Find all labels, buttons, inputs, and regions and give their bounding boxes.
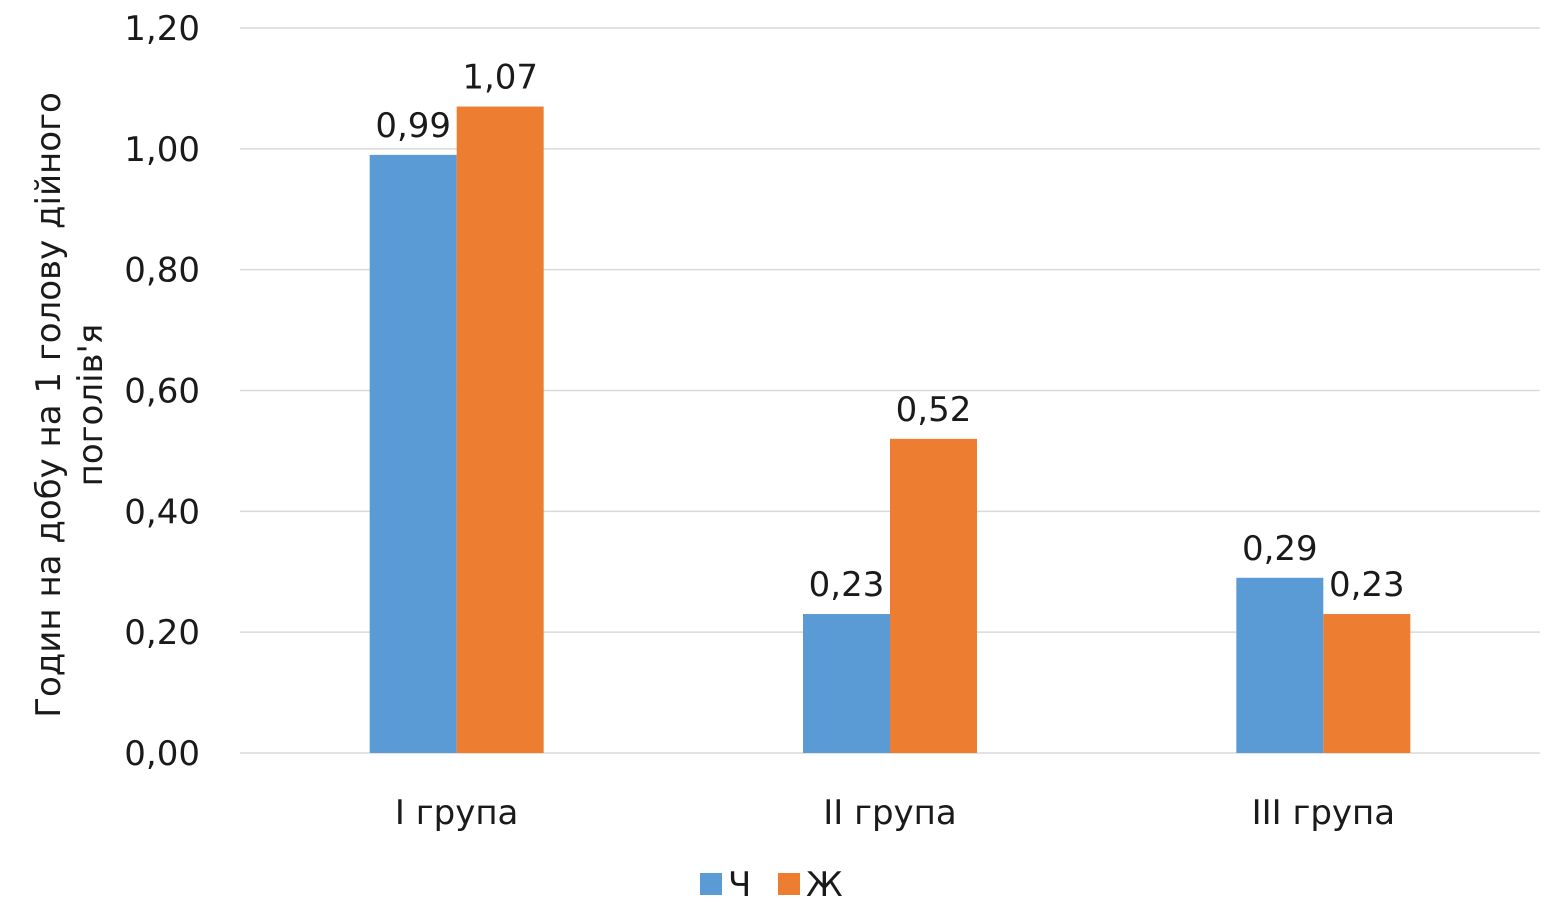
bar	[369, 154, 457, 753]
y-axis-title-line-2: поголів'я	[71, 324, 111, 487]
data-label: 0,99	[375, 106, 451, 146]
y-axis-title: Годин на добу на 1 голову дійного	[29, 92, 69, 717]
data-label: 0,23	[809, 565, 885, 605]
x-category-label: I група	[395, 793, 518, 833]
y-axis-title-line-1: Годин на добу на 1 голову дійного	[29, 92, 69, 717]
x-category-label: II група	[823, 793, 957, 833]
legend-label: Ж	[806, 865, 843, 903]
y-tick-label: 1,20	[124, 9, 200, 49]
legend-swatch	[700, 873, 722, 895]
y-axis-ticks: 0,00 0,20 0,40 0,60 0,80 1,00 1,20	[124, 9, 200, 774]
x-axis-categories: I група II група III група	[395, 793, 1395, 833]
bars	[369, 106, 1411, 753]
bar	[890, 438, 977, 753]
y-tick-label: 0,00	[124, 734, 200, 774]
y-tick-label: 0,40	[124, 492, 200, 532]
legend-label: Ч	[728, 865, 751, 903]
bar	[803, 614, 890, 753]
data-label: 1,07	[462, 58, 538, 98]
bar	[456, 106, 544, 753]
bar	[1323, 614, 1411, 753]
y-axis-title-2: поголів'я	[71, 324, 111, 487]
legend-swatch	[778, 873, 800, 895]
data-label: 0,52	[896, 390, 972, 430]
data-label: 0,23	[1329, 565, 1405, 605]
y-tick-label: 0,20	[124, 613, 200, 653]
data-labels: 0,99 1,07 0,23 0,52 0,29 0,23	[375, 58, 1404, 606]
bar	[1236, 577, 1324, 753]
y-tick-label: 0,60	[124, 372, 200, 412]
y-tick-label: 1,00	[124, 130, 200, 170]
y-tick-label: 0,80	[124, 251, 200, 291]
data-label: 0,29	[1242, 529, 1318, 569]
x-category-label: III група	[1252, 793, 1396, 833]
